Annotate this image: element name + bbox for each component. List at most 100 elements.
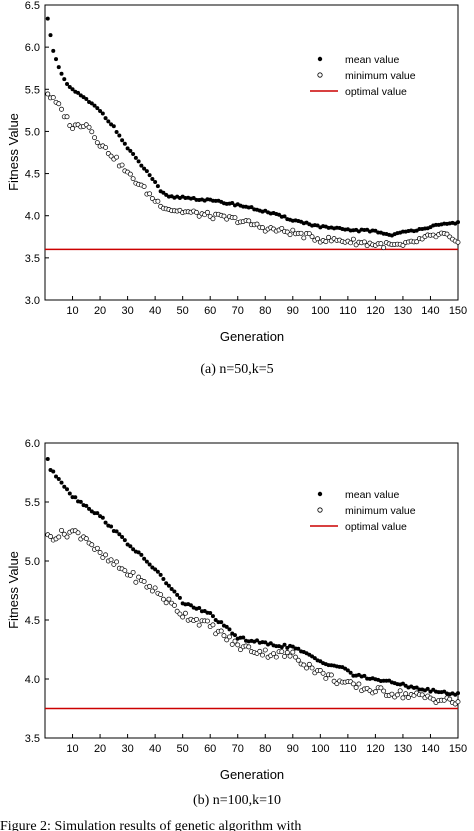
mean-value-point — [59, 71, 64, 76]
x-tick-label: 140 — [421, 305, 439, 317]
mean-value-point — [128, 544, 133, 549]
minimum-value-point — [348, 240, 354, 246]
subfigure-caption: (b) n=100,k=10 — [193, 793, 281, 808]
mean-value-point — [117, 133, 122, 138]
y-tick-label: 6.5 — [25, 0, 40, 12]
x-tick-label: 100 — [311, 743, 329, 755]
legend-optimal-label: optimal value — [345, 521, 407, 533]
minimum-value-point — [306, 231, 312, 237]
mean-value-point — [147, 173, 152, 178]
x-tick-label: 10 — [66, 743, 78, 755]
minimum-value-point — [160, 596, 166, 602]
y-tick-label: 3.5 — [25, 733, 40, 745]
mean-value-point — [158, 572, 163, 577]
minimum-value-point — [171, 602, 177, 608]
minimum-value-point — [414, 239, 420, 245]
minimum-value-point — [119, 162, 125, 168]
minimum-value-point — [130, 176, 136, 182]
mean-value-point — [274, 644, 279, 649]
x-tick-label: 60 — [204, 743, 216, 755]
legend-mean-marker — [317, 491, 323, 497]
mean-value-point — [172, 589, 177, 594]
mean-value-point — [136, 550, 141, 555]
mean-value-point — [51, 48, 56, 53]
minimum-value-point — [232, 638, 238, 644]
minimum-value-point — [166, 596, 172, 602]
mean-value-point — [98, 108, 103, 113]
y-tick-label: 3.0 — [25, 295, 40, 307]
legend-mean-label: mean value — [345, 489, 399, 501]
mean-value-point — [241, 635, 246, 640]
minimum-value-point — [287, 232, 293, 238]
minimum-value-point — [372, 689, 378, 695]
mean-value-point — [197, 606, 202, 611]
minimum-value-point — [353, 685, 359, 690]
minimum-value-point — [210, 622, 216, 628]
x-tick-label: 90 — [287, 305, 299, 317]
x-tick-label: 50 — [177, 305, 189, 317]
mean-value-point — [208, 611, 213, 616]
mean-value-point — [150, 177, 155, 182]
minimum-value-point — [45, 91, 51, 97]
mean-value-point — [114, 529, 119, 534]
minimum-value-point — [306, 661, 312, 667]
chart-panel-a: Fitness Value Generation (a) n=50,k=5 me… — [6, 0, 467, 377]
minimum-value-point — [328, 672, 334, 678]
mean-value-point — [348, 670, 353, 675]
mean-value-point — [128, 148, 133, 153]
minimum-value-point — [361, 239, 367, 245]
x-tick-label: 20 — [94, 305, 106, 317]
minimum-value-point — [89, 129, 95, 135]
minimum-value-point — [301, 235, 307, 241]
minimum-value-point — [430, 696, 436, 702]
minimum-value-point — [182, 610, 188, 616]
x-tick-label: 90 — [287, 743, 299, 755]
minimum-value-point — [136, 574, 142, 580]
mean-value-point — [249, 205, 254, 210]
mean-value-point — [144, 559, 149, 564]
mean-value-point — [111, 124, 116, 129]
minimum-value-point — [152, 585, 158, 591]
mean-value-point — [142, 166, 147, 171]
mean-value-point — [89, 101, 94, 106]
minimum-value-point — [326, 234, 332, 240]
mean-value-point — [164, 581, 169, 586]
mean-value-point — [84, 503, 89, 508]
mean-value-point — [48, 33, 53, 38]
minimum-value-point — [67, 123, 73, 129]
minimum-value-point — [70, 126, 75, 131]
minimum-value-point — [180, 614, 186, 620]
minimum-value-point — [193, 616, 199, 622]
y-tick-label: 6.0 — [25, 438, 40, 450]
mean-value-point — [417, 226, 422, 231]
mean-value-point — [433, 222, 438, 227]
mean-value-point — [188, 603, 193, 608]
mean-value-point — [210, 614, 215, 619]
legend-minimum-marker — [317, 507, 323, 513]
mean-value-point — [175, 592, 180, 597]
mean-value-point — [153, 567, 158, 572]
minimum-value-point — [282, 653, 287, 659]
minimum-value-point — [271, 651, 276, 657]
mean-value-point — [106, 119, 111, 124]
mean-value-point — [414, 685, 419, 690]
mean-value-point — [255, 638, 260, 643]
mean-value-point — [70, 87, 75, 92]
minimum-value-point — [232, 215, 238, 221]
minimum-value-point — [204, 618, 210, 624]
minimum-value-point — [260, 652, 265, 658]
mean-value-point — [76, 90, 81, 95]
minimum-value-point — [381, 688, 387, 694]
minimum-value-point — [227, 634, 232, 640]
mean-value-point — [62, 484, 67, 489]
mean-value-point — [417, 687, 422, 692]
y-tick-label: 5.5 — [25, 84, 40, 96]
mean-value-point — [62, 77, 67, 82]
x-tick-label: 110 — [339, 305, 357, 317]
mean-value-point — [155, 569, 160, 574]
x-tick-label: 130 — [394, 305, 412, 317]
minimum-value-point — [378, 685, 384, 691]
mean-value-point — [125, 146, 130, 151]
minimum-value-point — [317, 668, 323, 673]
